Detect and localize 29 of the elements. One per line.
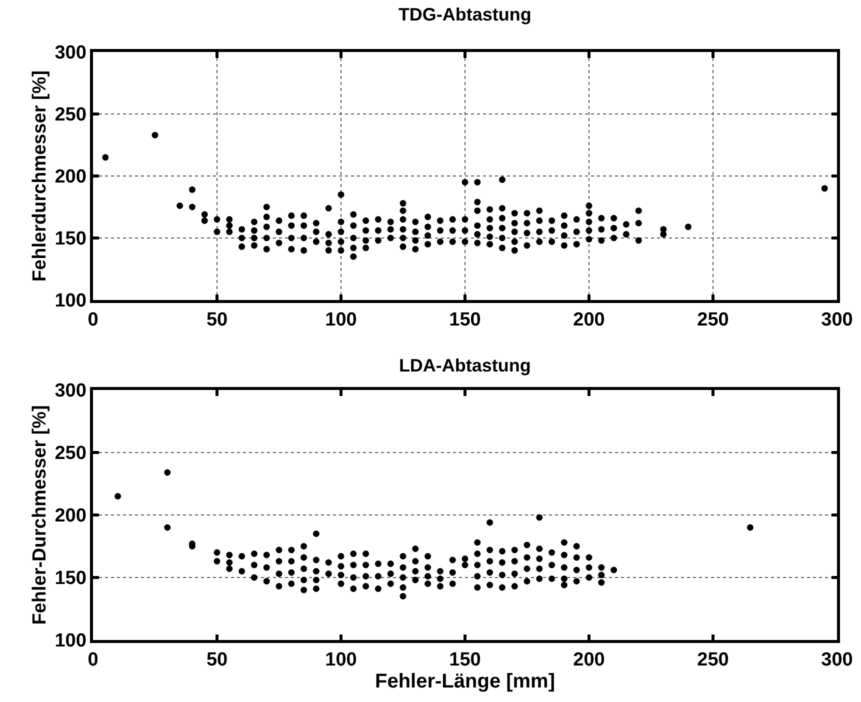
x-tick-label: 300 (821, 650, 853, 671)
x-tick-label: 50 (206, 650, 228, 671)
x-axis-title: Fehler-Länge [mm] (374, 670, 556, 693)
x-tick-label: 300 (821, 310, 853, 331)
x-tick-label: 100 (325, 650, 357, 671)
x-tick-label: 100 (325, 310, 357, 331)
y-tick-label: 300 (54, 42, 86, 64)
y-tick-label: 200 (54, 506, 86, 527)
x-tick-label: 0 (88, 650, 98, 671)
x-tick-label: 50 (206, 310, 228, 331)
x-tick-label: 150 (449, 310, 481, 331)
y-axis-title: Fehler-Durchmesser [%] (30, 405, 51, 625)
y-axis-title: Fehlerdurchmesser [%] (30, 70, 51, 282)
y-tick-label: 250 (54, 104, 86, 126)
x-tick-label: 200 (573, 650, 605, 671)
y-tick-label: 300 (54, 380, 86, 402)
x-tick-label: 250 (697, 310, 729, 331)
y-tick-label: 150 (54, 228, 86, 250)
x-tick-label: 150 (449, 650, 481, 671)
x-tick-label: 0 (88, 310, 98, 331)
y-tick-label: 100 (54, 630, 86, 652)
y-tick-label: 150 (54, 568, 86, 590)
y-tick-label: 100 (54, 290, 86, 312)
x-tick-label: 200 (573, 310, 605, 331)
y-tick-label: 200 (54, 166, 86, 188)
y-tick-label: 250 (54, 443, 86, 464)
chart-title: TDG-Abtastung (398, 4, 532, 25)
x-tick-label: 250 (697, 650, 729, 671)
chart-title: LDA-Abtastung (398, 356, 531, 376)
